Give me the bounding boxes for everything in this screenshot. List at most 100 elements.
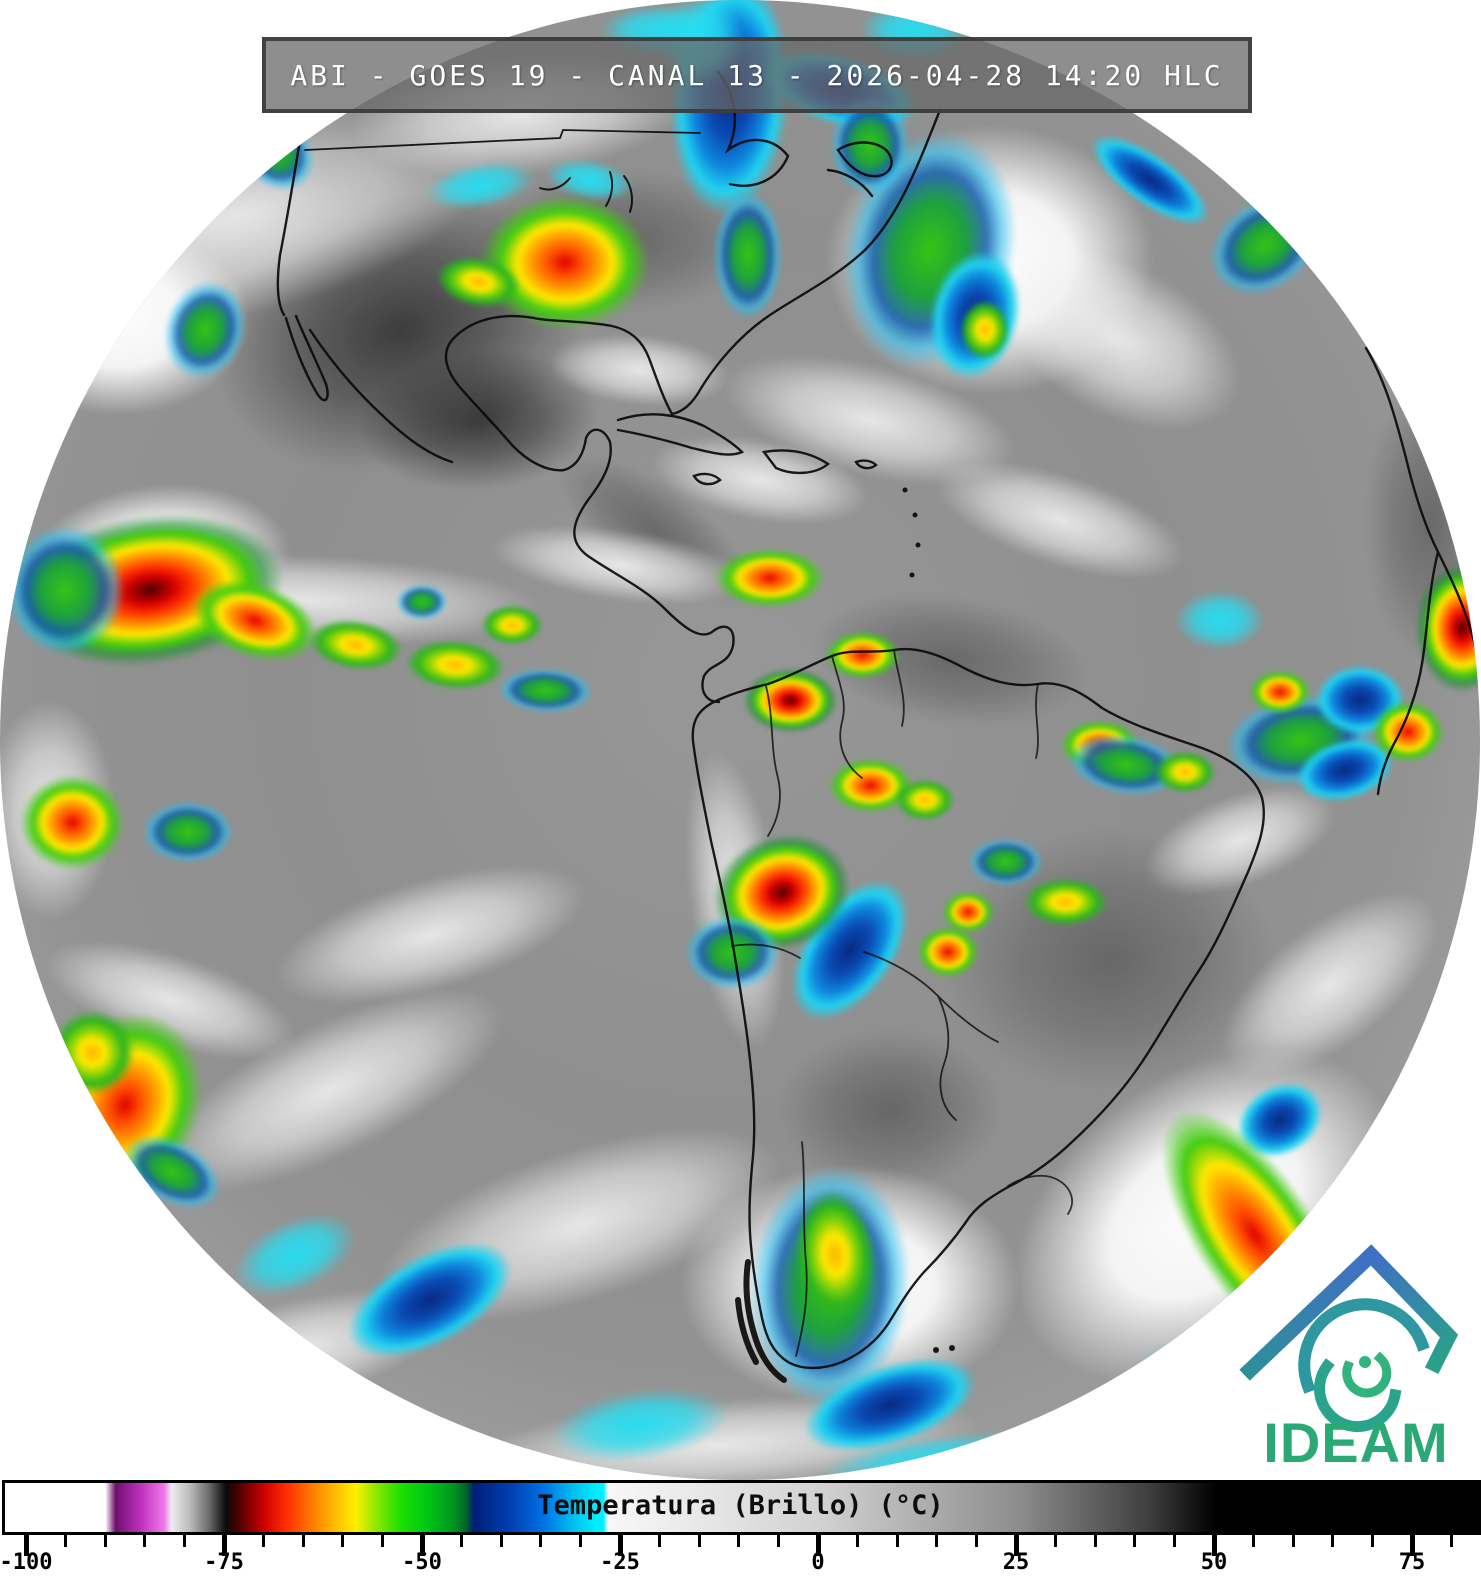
minor-tick: [1331, 1535, 1335, 1547]
minor-tick: [460, 1535, 464, 1547]
tick-label: 0: [811, 1550, 825, 1575]
globe-feature-conv-mod: [481, 605, 543, 645]
hurricane-spiral-outer: [1298, 1298, 1430, 1394]
major-tick: [815, 1535, 821, 1556]
borders-south-america: [731, 649, 1073, 1357]
tick-label: -50: [402, 1550, 442, 1575]
globe-feature-conv-green: [396, 584, 448, 620]
coastline-south-america: [691, 647, 1266, 1370]
minor-tick: [1291, 1535, 1295, 1547]
minor-tick: [380, 1535, 384, 1547]
colorbar-title: Temperatura (Brillo) (°C): [537, 1490, 944, 1521]
minor-tick: [856, 1535, 860, 1547]
tick-label: -100: [0, 1550, 53, 1575]
globe-feature-conv-mod: [960, 300, 1010, 360]
globe-feature-conv-green: [684, 914, 780, 990]
major-tick: [1409, 1535, 1415, 1556]
major-tick: [23, 1535, 29, 1556]
tick-label: -75: [204, 1550, 244, 1575]
hurricane-spiral-eye: [1359, 1356, 1371, 1368]
minor-tick: [499, 1535, 503, 1547]
minor-tick: [103, 1535, 107, 1547]
minor-tick: [1093, 1535, 1097, 1547]
ideam-logo: IDEAM: [1228, 1238, 1481, 1480]
title-text: ABI - GOES 19 - CANAL 13 - 2026-04-28 14…: [290, 58, 1224, 92]
tick-label: 50: [1200, 1550, 1228, 1575]
major-tick: [1211, 1535, 1217, 1556]
coastline-great-lakes: [539, 171, 633, 213]
globe-feature-conv-mod: [895, 779, 955, 821]
globe-feature-conv-strong: [1249, 670, 1311, 714]
roof-left-leg: [1239, 1244, 1382, 1381]
minor-tick: [182, 1535, 186, 1547]
tick-label: -25: [600, 1550, 640, 1575]
coastline-antilles-arc: [902, 487, 921, 578]
coastline-mexico-west: [308, 328, 454, 464]
minor-tick: [262, 1535, 266, 1547]
minor-tick: [737, 1535, 741, 1547]
minor-tick: [1450, 1535, 1454, 1547]
coastline-overlay: [276, 18, 1480, 1383]
tick-label: 25: [1002, 1550, 1030, 1575]
coastline-na-west: [276, 126, 304, 317]
globe-feature-conv-strong: [19, 774, 125, 870]
globe-feature-cyan-w: [1175, 590, 1265, 650]
globe-feature-conv-mod: [1154, 751, 1216, 793]
globe-feature-conv-strong: [917, 926, 979, 978]
minor-tick: [143, 1535, 147, 1547]
minor-tick: [1172, 1535, 1176, 1547]
minor-tick: [697, 1535, 701, 1547]
coastline-north-america: [444, 108, 942, 704]
minor-tick: [935, 1535, 939, 1547]
globe-feature-land-dim: [780, 1030, 1000, 1190]
minor-tick: [776, 1535, 780, 1547]
title-banner: ABI - GOES 19 - CANAL 13 - 2026-04-28 14…: [262, 37, 1252, 113]
major-tick: [1013, 1535, 1019, 1556]
minor-tick: [341, 1535, 345, 1547]
globe-feature-conv-strong: [715, 548, 825, 608]
globe-feature-conv-green: [713, 190, 783, 320]
ideam-logo-text: IDEAM: [1263, 1411, 1449, 1474]
border-us-canada: [304, 129, 701, 151]
globe-feature-cloud-soft: [1335, 70, 1480, 310]
minor-tick: [1252, 1535, 1256, 1547]
globe-feature-conv-mod: [1022, 878, 1108, 926]
minor-tick: [1370, 1535, 1374, 1547]
coastline-cuba: [616, 413, 745, 456]
major-tick: [221, 1535, 227, 1556]
globe-feature-conv-green: [5, 525, 125, 655]
major-tick: [419, 1535, 425, 1556]
minor-tick: [1054, 1535, 1058, 1547]
major-tick: [617, 1535, 623, 1556]
globe-feature-conv-extreme: [742, 667, 838, 733]
minor-tick: [64, 1535, 68, 1547]
coastline-puerto-rico: [854, 459, 878, 470]
globe-feature-conv-green: [967, 838, 1043, 886]
minor-tick: [895, 1535, 899, 1547]
coastline-africa-west: [1376, 550, 1440, 796]
minor-tick: [539, 1535, 543, 1547]
roof-right-leg: [1360, 1244, 1459, 1375]
coastline-patagonia: [735, 1259, 787, 1383]
temperature-colorbar: [2, 1480, 1481, 1535]
hurricane-spiral-inner: [1342, 1351, 1392, 1398]
coastline-newfoundland: [826, 141, 893, 198]
coastline-falklands: [933, 1345, 955, 1353]
coastline-jamaica: [692, 472, 722, 486]
minor-tick: [974, 1535, 978, 1547]
globe-feature-conv-mod: [49, 1009, 135, 1095]
minor-tick: [578, 1535, 582, 1547]
minor-tick: [658, 1535, 662, 1547]
coastline-baja: [284, 314, 329, 402]
globe-feature-conv-green: [142, 801, 234, 863]
minor-tick: [1133, 1535, 1137, 1547]
minor-tick: [301, 1535, 305, 1547]
ideam-logo-graphic: [1239, 1244, 1459, 1433]
colorbar-axis: -100 -75 -50 -25 0 25 50 75: [0, 1535, 1481, 1577]
coastline-africa: [1364, 346, 1480, 684]
hurricane-spiral-mid: [1314, 1358, 1402, 1433]
earth-full-disk: [0, 0, 1480, 1480]
tick-label: 75: [1398, 1550, 1426, 1575]
coastline-hispaniola: [761, 449, 831, 475]
